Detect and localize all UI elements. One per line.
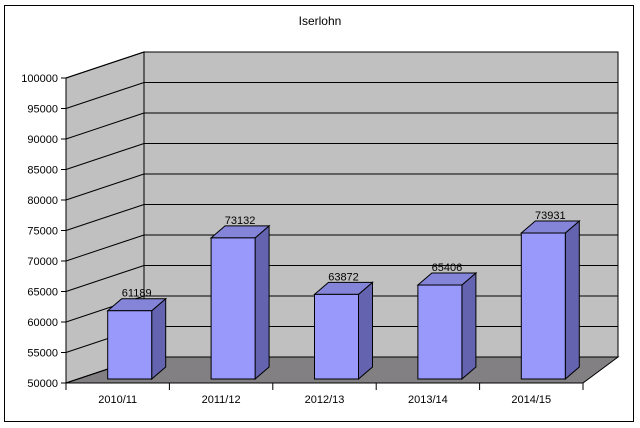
y-axis-label: 65000 bbox=[27, 287, 58, 299]
bar-front-face bbox=[314, 293, 359, 380]
gridline-side bbox=[65, 143, 145, 170]
gridline-side bbox=[65, 173, 145, 201]
gridline-side bbox=[65, 51, 145, 79]
bar-value-label: 73132 bbox=[225, 215, 256, 227]
x-axis-label: 2010/11 bbox=[98, 394, 137, 406]
bar-value-label: 65406 bbox=[432, 262, 463, 274]
bar-side-face bbox=[461, 271, 477, 381]
x-axis-label: 2011/12 bbox=[202, 394, 241, 406]
bar-value-label: 63872 bbox=[328, 271, 359, 283]
y-axis-label: 60000 bbox=[27, 317, 58, 329]
bar-front-face bbox=[107, 310, 153, 380]
bar-side-face bbox=[254, 224, 270, 381]
chart-border bbox=[4, 5, 634, 422]
bar-front-face bbox=[417, 284, 463, 380]
bar-value-label: 61189 bbox=[122, 288, 152, 300]
gridline-side bbox=[65, 82, 145, 109]
gridline-side bbox=[65, 204, 145, 231]
x-axis-label: 2014/15 bbox=[511, 394, 551, 406]
bar-side-face bbox=[151, 297, 167, 381]
y-axis-label: 50000 bbox=[27, 378, 58, 390]
gridline-side bbox=[65, 234, 145, 262]
y-axis-label: 90000 bbox=[27, 134, 58, 146]
y-axis-label: 85000 bbox=[27, 165, 58, 177]
bar-front-face bbox=[520, 232, 566, 380]
gridline-side bbox=[65, 112, 145, 140]
y-axis-label: 80000 bbox=[27, 195, 58, 207]
bar-side-face bbox=[358, 281, 373, 381]
bar-front-face bbox=[210, 237, 256, 380]
y-axis-label: 100000 bbox=[21, 73, 58, 85]
x-axis-label: 2012/13 bbox=[305, 394, 345, 406]
y-axis-label: 75000 bbox=[27, 226, 58, 238]
y-axis-label: 55000 bbox=[27, 348, 58, 360]
y-axis-label: 70000 bbox=[27, 256, 58, 268]
bar-value-label: 73931 bbox=[535, 210, 566, 222]
bar-side-face bbox=[564, 219, 580, 381]
y-axis-label: 95000 bbox=[27, 104, 58, 116]
gridline-side bbox=[65, 265, 145, 292]
chart-title: Iserlohn bbox=[298, 14, 342, 28]
x-axis-label: 2013/14 bbox=[408, 394, 448, 406]
